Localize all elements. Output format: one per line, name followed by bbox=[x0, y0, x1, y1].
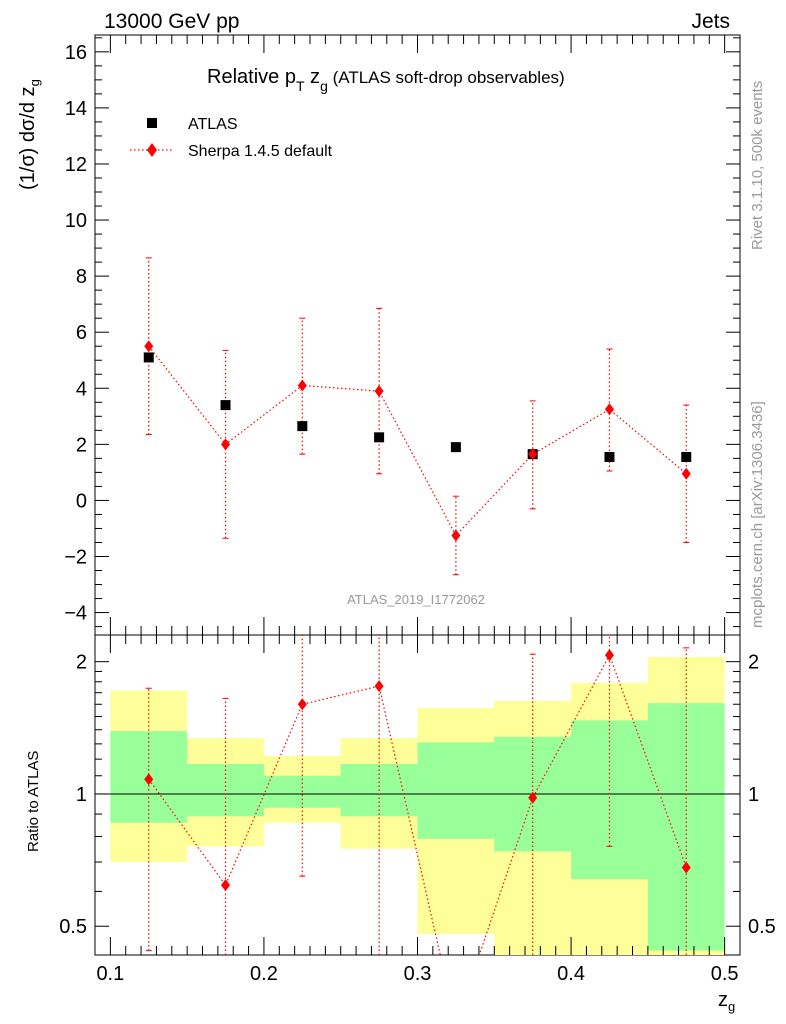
legend-data-marker bbox=[147, 118, 157, 128]
ratio-xtick-label: 0.3 bbox=[404, 963, 432, 985]
marks bbox=[143, 257, 692, 955]
atlas-point bbox=[143, 352, 154, 363]
header-left: 13000 GeV pp bbox=[104, 10, 239, 33]
ratio-point bbox=[374, 680, 384, 693]
atlas-point bbox=[681, 451, 692, 462]
main-ytick-label: 6 bbox=[76, 322, 87, 344]
ratio-ylabel: Ratio to ATLAS bbox=[25, 751, 42, 852]
atlas-point bbox=[604, 451, 615, 462]
main-ytick-label: 16 bbox=[65, 42, 87, 64]
mc-point bbox=[144, 340, 154, 353]
mc-point bbox=[604, 403, 614, 416]
main-ytick-label: 4 bbox=[76, 378, 87, 400]
legend-mc-label: Sherpa 1.4.5 default bbox=[188, 143, 333, 160]
header-right: Jets bbox=[691, 10, 730, 33]
main-ytick-label: 14 bbox=[65, 98, 87, 120]
atlas-point bbox=[220, 400, 231, 411]
ratio-point bbox=[144, 773, 154, 786]
main-ylabel: (1/σ) dσ/d zg bbox=[17, 79, 42, 190]
mc-point bbox=[374, 385, 384, 398]
main-ytick-label: 12 bbox=[65, 154, 87, 176]
main-ytick-label: 8 bbox=[76, 266, 87, 288]
main-ytick-label: 2 bbox=[76, 434, 87, 456]
mc-point bbox=[528, 448, 538, 461]
atlas-point bbox=[374, 432, 385, 443]
legend-data-label: ATLAS bbox=[188, 116, 238, 133]
ratio-ytick-label-right: 2 bbox=[748, 652, 759, 674]
mc-line-main bbox=[148, 345, 687, 537]
atlas-point bbox=[450, 442, 461, 453]
ratio-ytick-label-left: 2 bbox=[76, 652, 87, 674]
ratio-point bbox=[681, 861, 691, 874]
ratio-point bbox=[297, 698, 307, 711]
ratio-xtick-label: 0.4 bbox=[557, 963, 585, 985]
ratio-marks bbox=[144, 635, 691, 955]
main-ytick-label: 10 bbox=[65, 210, 87, 232]
mc-point bbox=[451, 529, 461, 542]
ratio-bands bbox=[95, 657, 740, 955]
ratio-xtick-label: 0.1 bbox=[96, 963, 124, 985]
analysis-id: ATLAS_2019_I1772062 bbox=[347, 592, 485, 607]
ratio-xtick-label: 0.5 bbox=[711, 963, 739, 985]
ratio-ytick-label-left: 1 bbox=[76, 784, 87, 806]
main-ytick-label: −4 bbox=[64, 603, 87, 625]
mc-point bbox=[297, 379, 307, 392]
main-ytick-label: −2 bbox=[64, 546, 87, 568]
plot-title: Relative pT zg (ATLAS soft-drop observab… bbox=[207, 66, 565, 94]
ratio-xlabel: zg bbox=[718, 989, 735, 1014]
ratio-point bbox=[221, 879, 231, 892]
ratio-ytick-label-left: 0.5 bbox=[59, 916, 87, 938]
ratio-xtick-label: 0.2 bbox=[250, 963, 278, 985]
atlas-point bbox=[297, 421, 308, 432]
rivet-label: Rivet 3.1.10, 500k events bbox=[749, 81, 766, 250]
ratio-point bbox=[528, 791, 538, 804]
main-ytick-label: 0 bbox=[76, 490, 87, 512]
mc-point bbox=[681, 467, 691, 480]
ratio-ytick-label-right: 1 bbox=[748, 784, 759, 806]
ratio-point bbox=[604, 649, 614, 662]
band-inner bbox=[110, 703, 725, 951]
ratio-ytick-label-right: 0.5 bbox=[748, 916, 776, 938]
mcplots-label: mcplots.cern.ch [arXiv:1306.3436] bbox=[749, 401, 766, 628]
mc-point bbox=[221, 438, 231, 451]
legend-mc-marker bbox=[147, 143, 157, 157]
